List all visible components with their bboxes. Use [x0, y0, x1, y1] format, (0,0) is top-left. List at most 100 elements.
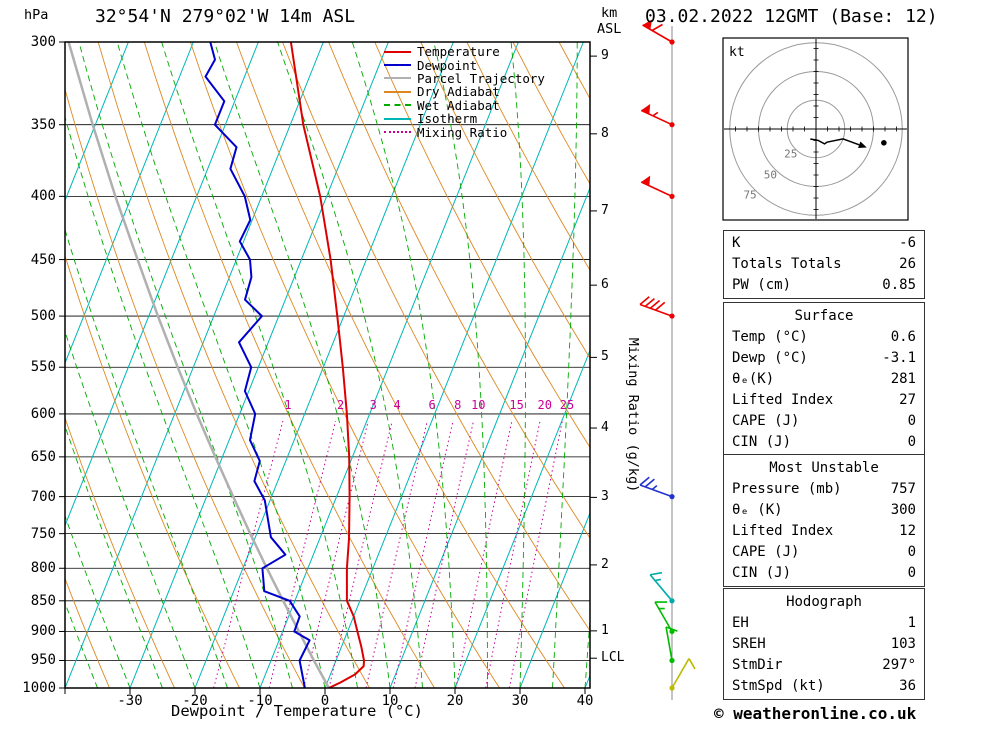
legend-item: Dry Adiabat: [384, 84, 545, 100]
km-label: 9: [601, 48, 609, 64]
mixing-ratio-label: 6: [428, 398, 435, 412]
mixing-ratio-label: 8: [454, 398, 461, 412]
hodograph-trace: [810, 138, 860, 146]
hodograph-ring-label: 25: [784, 147, 798, 161]
stat-label: Pressure (mb): [732, 481, 842, 497]
legend-item: Isotherm: [384, 111, 545, 126]
stat-value: 0.6: [890, 329, 916, 345]
dewpoint-curve: [204, 42, 311, 688]
stat-value: 27: [899, 392, 916, 408]
pressure-label: 800: [30, 560, 56, 577]
legend-item: Temperature: [384, 44, 545, 60]
km-label: 3: [601, 489, 609, 505]
stat-label: Lifted Index: [732, 392, 834, 408]
stat-row: Lifted Index 27: [724, 390, 924, 411]
wind-barb: [669, 658, 696, 691]
hodograph-ring-label: 75: [743, 188, 757, 202]
mixing-ratio-label: 1: [284, 398, 291, 412]
mixing-ratio-label: 20: [537, 398, 551, 412]
mixing-ratio-axis-title: Mixing Ratio (g/kg): [625, 337, 641, 493]
mixing-ratio-lines: [213, 420, 563, 688]
km-label: 2: [601, 556, 609, 572]
stat-value: 0: [907, 413, 916, 429]
panel-title: Surface: [794, 308, 854, 324]
pressure-label: 500: [30, 308, 56, 325]
temperature-label: 0: [320, 693, 330, 709]
wind-barb: [649, 571, 675, 604]
stat-label: Totals Totals: [732, 256, 842, 272]
stat-value: -3.1: [882, 350, 916, 366]
hodograph: [722, 37, 909, 221]
wind-barb: [640, 175, 675, 199]
stat-value: 0: [907, 565, 916, 581]
temperature-label: 40: [576, 693, 594, 709]
panel-title: Hodograph: [786, 594, 862, 610]
stats-panel: Most Unstable Pressure (mb) 757 θₑ (K) 300 Li…: [723, 454, 925, 587]
stat-value: 26: [899, 256, 916, 272]
stat-row: Temp (°C) 0.6: [724, 327, 924, 348]
stat-row: Lifted Index 12: [724, 521, 924, 542]
copyright: © weatheronline.co.uk: [714, 704, 917, 723]
dry-adiabat-lines: [65, 42, 590, 688]
legend-label: Dry Adiabat: [417, 84, 500, 100]
stat-row: StmDir 297°: [724, 655, 924, 676]
stat-label: StmSpd (kt): [732, 678, 825, 694]
stat-row: PW (cm) 0.85: [724, 275, 924, 296]
legend-swatch: [384, 64, 411, 67]
stat-value: -6: [899, 235, 916, 251]
legend-item: Wet Adiabat: [384, 98, 545, 113]
asl-axis-label: ASL: [597, 21, 622, 37]
stats-panel: K -6 Totals Totals 26 PW (cm) 0.85: [723, 230, 925, 299]
legend-label: Dewpoint: [417, 57, 478, 73]
mixing-ratio-label: 4: [393, 398, 400, 412]
hodograph-kt-label: kt: [729, 45, 745, 60]
wind-barb: [639, 476, 675, 500]
stat-value: 103: [890, 636, 916, 652]
pressure-label: 850: [30, 592, 56, 609]
legend-swatch: [384, 104, 411, 107]
temperature-label: -10: [247, 693, 273, 709]
legend-swatch: [384, 117, 411, 120]
legend-label: Temperature: [417, 44, 500, 60]
km-label: 6: [601, 277, 609, 293]
legend-label: Parcel Trajectory: [417, 70, 545, 86]
mixing-ratio-labels: 1 2 3 4 6 8 10 15 20 25: [284, 398, 574, 412]
pressure-label: 600: [30, 405, 56, 422]
axis-ticks: [59, 41, 597, 694]
stat-row: CAPE (J) 0: [724, 411, 924, 432]
wind-barb: [665, 626, 678, 664]
hodograph-ring-label: 50: [763, 168, 778, 182]
legend-swatch: [384, 50, 411, 53]
stat-row: CIN (J) 0: [724, 432, 924, 453]
pressure-label: 400: [30, 188, 56, 205]
stat-row: θₑ (K) 300: [724, 500, 924, 521]
stat-row: CIN (J) 0: [724, 563, 924, 584]
mixing-ratio-label: 10: [471, 398, 485, 412]
stat-value: 0: [907, 434, 916, 450]
plot-frame: [64, 41, 591, 689]
stats-panel: Surface Temp (°C) 0.6 Dewp (°C) -3.1 θₑ(K) 281…: [723, 302, 925, 456]
mixing-ratio-label: 15: [509, 398, 523, 412]
stat-label: CAPE (J): [732, 413, 800, 429]
pressure-label: 1000: [22, 680, 56, 696]
stat-row: StmSpd (kt) 36: [724, 676, 924, 697]
wind-barb: [642, 19, 675, 45]
stat-value: 0: [907, 544, 916, 560]
legend-item: Mixing Ratio: [384, 125, 545, 140]
stat-row: Dewp (°C) -3.1: [724, 348, 924, 369]
stat-label: CIN (J): [732, 565, 792, 581]
stat-row: EH 1: [724, 613, 924, 634]
pressure-label: 550: [30, 359, 56, 376]
mixing-ratio-label: 3: [370, 398, 377, 412]
stat-value: 1: [907, 615, 916, 631]
stat-label: Dewp (°C): [732, 350, 808, 366]
stat-row: Pressure (mb) 757: [724, 479, 924, 500]
km-label: 5: [601, 349, 609, 365]
temperature-label: -30: [117, 693, 143, 709]
isotherm-lines: [65, 42, 590, 688]
pressure-unit-label: hPa: [24, 7, 49, 23]
stat-value: 36: [899, 678, 916, 694]
stat-row: CAPE (J) 0: [724, 542, 924, 563]
